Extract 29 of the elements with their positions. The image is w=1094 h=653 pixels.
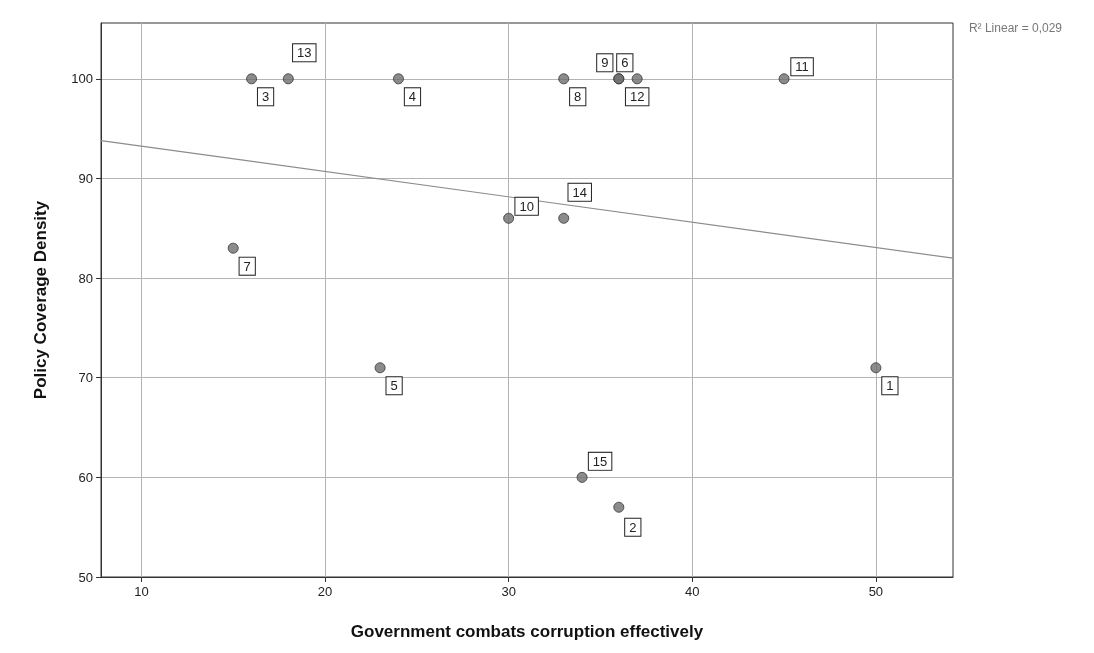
text: R² Linear = 0,029 (968, 21, 1063, 35)
y-tick-label: 50 (78, 569, 93, 585)
annotation: 7 (243, 258, 251, 274)
annotation: 6 (621, 55, 629, 71)
x-axis-title: Government combats corruption effectively (350, 622, 704, 641)
annotation: 14 (572, 184, 587, 200)
y-tick-label: 60 (78, 469, 93, 485)
x-tick-label: 40 (685, 584, 700, 599)
annotation: 12 (629, 89, 645, 105)
annotation: 10 (519, 198, 534, 214)
y-tick-label: 80 (78, 270, 93, 286)
annotation: 4 (408, 89, 417, 105)
x-tick-label: 20 (317, 584, 333, 599)
annotation: 15 (592, 453, 608, 469)
annotation: 8 (574, 89, 582, 105)
y-tick-label: 90 (78, 170, 93, 186)
annotation: 3 (261, 89, 270, 105)
annotation: 11 (795, 59, 809, 75)
y-tick-label: 100 (71, 71, 93, 87)
annotation: 13 (297, 45, 312, 61)
annotation: 2 (629, 519, 637, 535)
y-axis-title: Policy Coverage Density (31, 200, 50, 400)
annotation: 1 (886, 378, 894, 394)
y-tick-label: 70 (78, 370, 93, 386)
annotation: 9 (601, 55, 609, 71)
x-tick-label: 50 (868, 584, 884, 599)
x-tick-label: 10 (134, 584, 149, 599)
x-tick-label: 30 (501, 584, 516, 599)
annotation: 5 (390, 378, 398, 394)
